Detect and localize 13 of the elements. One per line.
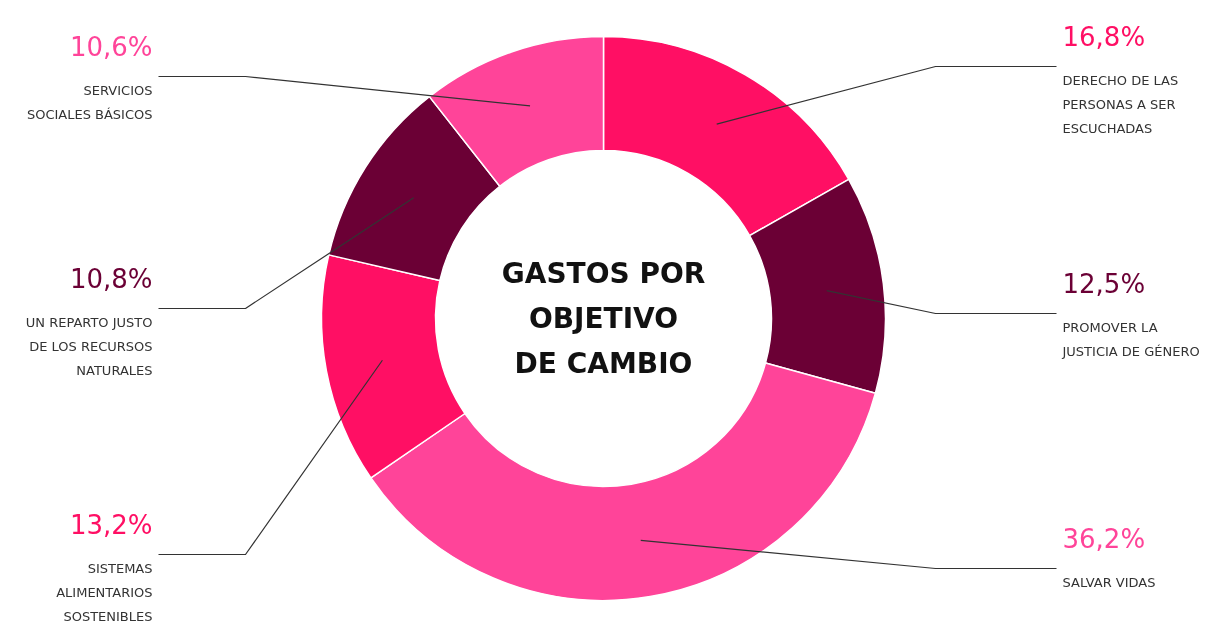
slice-label: SERVICIOS SOCIALES BÁSICOS [26,82,153,122]
text: GASTOS POR OBJETIVO DE CAMBIO [501,257,706,380]
slice-label: SISTEMAS ALIMENTARIOS SOSTENIBLES [56,560,153,624]
data-label: 10,8% [69,263,153,294]
slice-label: SALVAR VIDAS [1062,574,1156,590]
data-label: 16,8% [1062,21,1146,52]
data-label: 10,6% [69,31,153,62]
slice-label: DERECHO DE LAS PERSONAS A SER ESCUCHADAS [1062,72,1179,136]
data-label: 12,5% [1062,268,1146,299]
data-label: 36,2% [1062,523,1146,554]
slice-label: UN REPARTO JUSTO DE LOS RECURSOS NATURALES [25,314,153,378]
data-label: 13,2% [69,509,153,540]
slice-label: PROMOVER LA JUSTICIA DE GÉNERO [1061,319,1200,359]
